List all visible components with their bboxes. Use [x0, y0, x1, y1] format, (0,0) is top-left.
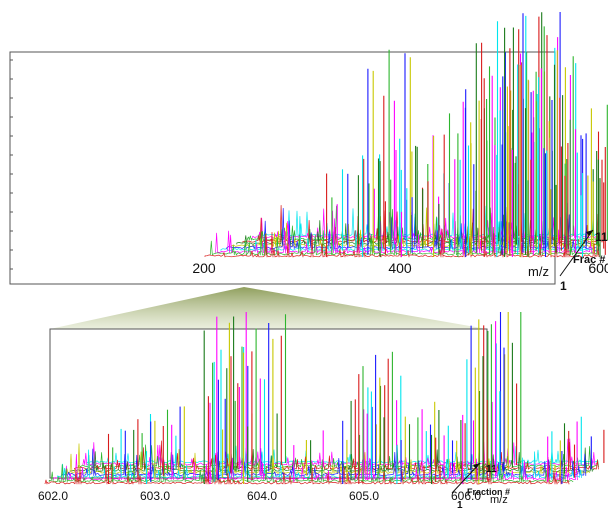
- fraction-axis-label: Frac #: [573, 254, 605, 266]
- x-tick-label: 605.0: [349, 489, 379, 503]
- x-tick-label: 606.0: [451, 489, 481, 503]
- fraction-trace-5: [225, 207, 597, 249]
- x-tick-label: 602.0: [38, 489, 68, 503]
- fraction-last-label: 11: [486, 464, 497, 475]
- fraction-axis-arrow: [586, 230, 593, 236]
- x-unit-label: m/z: [528, 264, 549, 279]
- spectrum-panel-2: 602.0 603.0 604.0 605.0 606.0 m/z111Fraction …: [38, 312, 605, 511]
- fraction-first-label: 1: [457, 500, 463, 511]
- x-tick-label: 604.0: [247, 489, 277, 503]
- x-tick-label: 603.0: [140, 489, 170, 503]
- fraction-axis-label: Fraction #: [467, 487, 510, 497]
- fraction-first-label: 1: [560, 279, 567, 293]
- x-tick-label: 600: [588, 260, 608, 276]
- fraction-last-label: 11: [595, 230, 608, 244]
- x-tick-label: 200: [192, 260, 216, 276]
- fraction-axis-arrow: [473, 463, 480, 469]
- x-tick-label: 400: [388, 260, 412, 276]
- zoom-connector: [50, 287, 487, 329]
- fraction-trace-1: [44, 456, 570, 485]
- fraction-axis: [559, 229, 594, 277]
- x-unit-label: m/z: [490, 494, 508, 506]
- fraction-trace-3: [215, 210, 598, 254]
